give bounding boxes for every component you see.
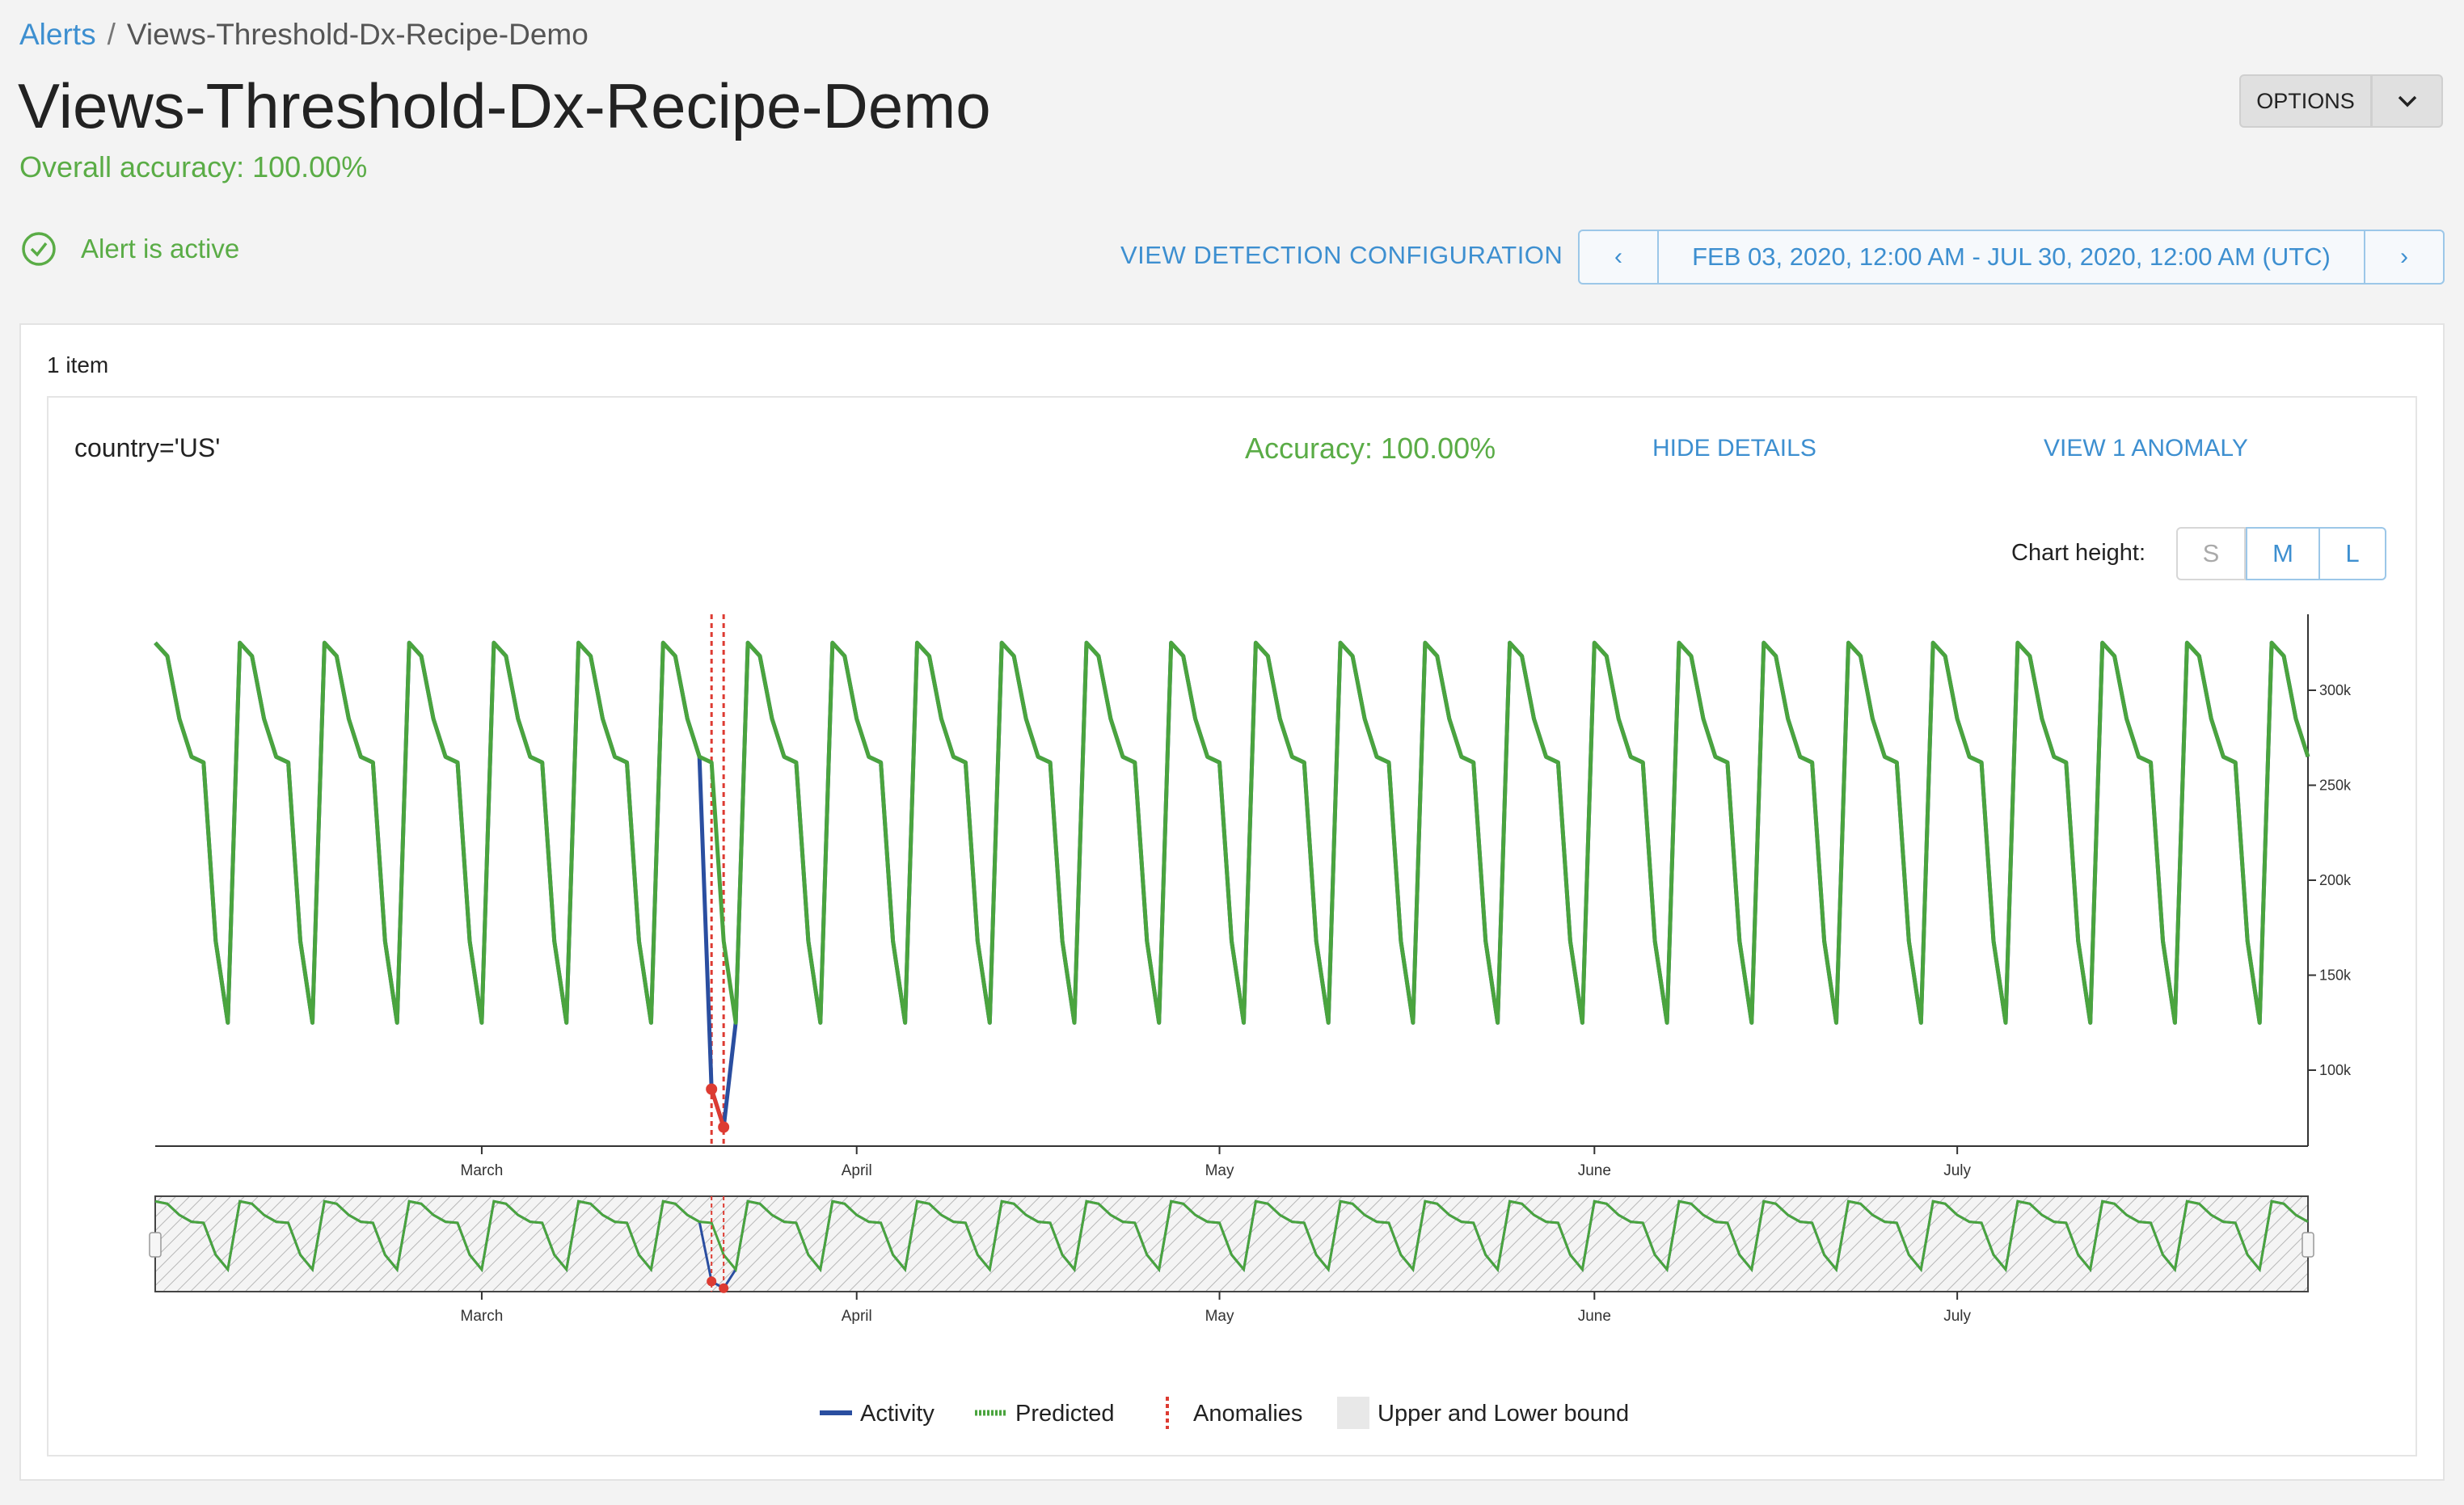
- predicted-line[interactable]: [154, 640, 2310, 1025]
- x-tick-label: July: [1943, 1162, 1971, 1179]
- navigator-x-tick-label: July: [1943, 1308, 1971, 1325]
- breadcrumb-separator: /: [107, 18, 116, 51]
- legend-activity-swatch: [820, 1410, 852, 1415]
- x-tick-label: May: [1205, 1162, 1234, 1179]
- legend-bound-label: Upper and Lower bound: [1378, 1401, 1629, 1427]
- x-tick-label: April: [842, 1162, 872, 1179]
- anomaly-segment: [709, 1088, 726, 1128]
- breadcrumb-alerts-link[interactable]: Alerts: [19, 18, 96, 51]
- overall-accuracy: Overall accuracy: 100.00%: [19, 150, 368, 183]
- date-range-text[interactable]: FEB 03, 2020, 12:00 AM - JUL 30, 2020, 1…: [1657, 231, 2365, 283]
- options-button[interactable]: OPTIONS: [2239, 74, 2372, 128]
- navigator-x-tick-label: June: [1578, 1308, 1611, 1325]
- date-range-prev-button[interactable]: ‹: [1614, 243, 1622, 270]
- anomaly-point[interactable]: [718, 1121, 730, 1133]
- y-tick-label: 200k: [2319, 872, 2352, 888]
- y-tick-label: 100k: [2319, 1062, 2352, 1078]
- breadcrumb-current: Views-Threshold-Dx-Recipe-Demo: [126, 18, 589, 51]
- legend-anomalies-label: Anomalies: [1193, 1401, 1302, 1427]
- chart-height-l-button[interactable]: L: [2320, 527, 2386, 580]
- x-tick-label: March: [461, 1162, 504, 1179]
- legend-bound-swatch: [1337, 1397, 1369, 1429]
- chevron-down-icon: [2398, 95, 2416, 108]
- date-range-next-button[interactable]: ›: [2400, 243, 2408, 270]
- legend-activity-label: Activity: [860, 1401, 935, 1427]
- alert-status: Alert is active: [21, 231, 239, 267]
- y-tick-label: 300k: [2319, 682, 2352, 698]
- dimension-label: country='US': [74, 433, 221, 462]
- legend-predicted-label: Predicted: [1015, 1401, 1115, 1427]
- view-detection-configuration-link[interactable]: VIEW DETECTION CONFIGURATION: [1120, 241, 1563, 269]
- x-tick-label: June: [1578, 1162, 1611, 1179]
- navigator-predicted-line: [154, 1199, 2309, 1273]
- navigator-left-handle[interactable]: [149, 1232, 162, 1258]
- navigator-anomaly-point: [707, 1276, 717, 1287]
- navigator-x-tick-label: May: [1205, 1308, 1234, 1325]
- chart-legend: Activity Predicted Anomalies Upper and L…: [820, 1397, 1629, 1429]
- navigator-x-tick-label: April: [842, 1308, 872, 1325]
- options-caret-button[interactable]: [2372, 74, 2443, 128]
- chart-height-m-button[interactable]: M: [2246, 527, 2320, 580]
- alert-status-text: Alert is active: [81, 234, 240, 263]
- y-tick-label: 250k: [2319, 778, 2352, 794]
- navigator-plot[interactable]: March April May June July: [149, 1195, 2314, 1325]
- navigator-x-tick-label: March: [461, 1308, 504, 1325]
- navigator-anomaly-point: [719, 1283, 729, 1293]
- breadcrumb: Alerts / Views-Threshold-Dx-Recipe-Demo: [19, 18, 589, 52]
- check-circle-icon: [22, 232, 56, 266]
- y-tick-label: 150k: [2319, 968, 2352, 984]
- main-plot[interactable]: 100k 150k 200k 250k 300k March April May June Jul…: [154, 614, 2352, 1179]
- navigator-range[interactable]: [154, 1195, 2309, 1292]
- hide-details-link[interactable]: HIDE DETAILS: [1652, 435, 1816, 462]
- date-range-picker: ‹ FEB 03, 2020, 12:00 AM - JUL 30, 2020,…: [1578, 230, 2445, 285]
- chart-height-label: Chart height:: [2011, 540, 2146, 566]
- page-title: Views-Threshold-Dx-Recipe-Demo: [18, 70, 991, 141]
- anomaly-point[interactable]: [706, 1083, 718, 1095]
- navigator-right-handle[interactable]: [2302, 1232, 2314, 1258]
- dimension-accuracy: Accuracy: 100.00%: [1245, 432, 1496, 465]
- chart-height-s-button[interactable]: S: [2176, 527, 2246, 580]
- chart-height-toggle: S M L: [2176, 527, 2386, 580]
- view-anomaly-link[interactable]: VIEW 1 ANOMALY: [2044, 435, 2248, 462]
- item-count: 1 item: [47, 352, 109, 377]
- options-dropdown: OPTIONS: [2239, 74, 2443, 128]
